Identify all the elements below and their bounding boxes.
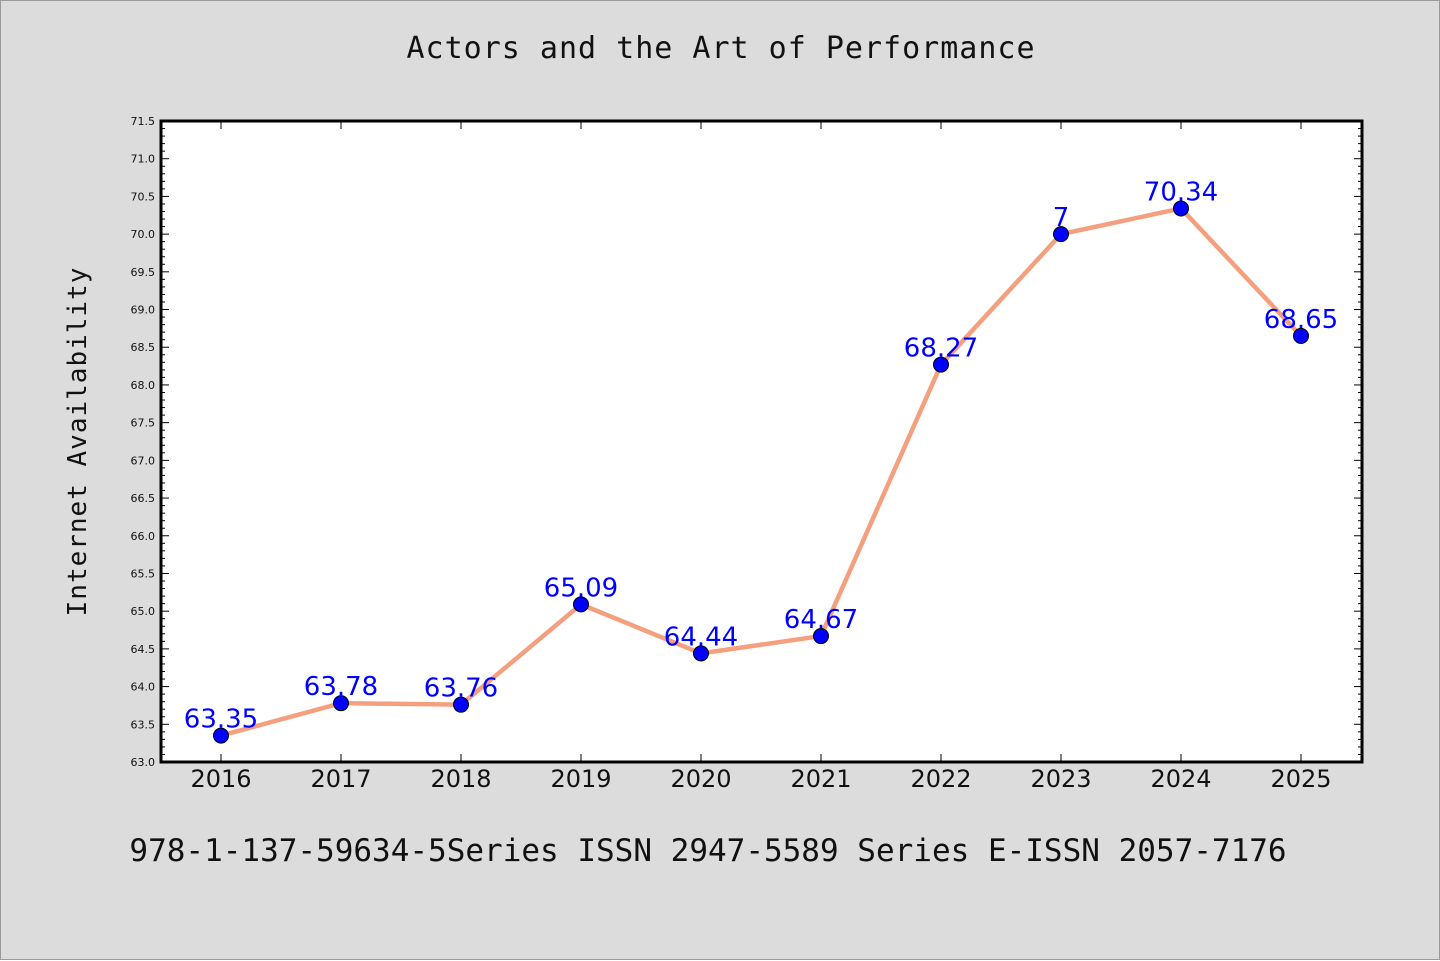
y-tick-label: 66.0 (131, 530, 156, 543)
data-point (933, 356, 949, 373)
x-tick-label: 2024 (1150, 765, 1211, 793)
data-label: 63.35 (184, 705, 258, 735)
data-point (333, 695, 349, 712)
y-tick-label: 69.0 (131, 304, 156, 317)
data-label: 65.09 (544, 573, 618, 603)
x-tick-label: 2017 (310, 765, 371, 793)
chart-title: Actors and the Art of Performance (406, 31, 1036, 66)
data-label: 7 (1053, 203, 1070, 233)
y-tick-label: 64.5 (131, 643, 156, 656)
y-tick-label: 63.0 (131, 756, 156, 769)
marker-group (213, 200, 1309, 744)
x-tick-label: 2023 (1030, 765, 1091, 793)
x-tick-label: 2018 (430, 765, 491, 793)
footer-isbn-issn: 978-1-137-59634-5Series ISSN 2947-5589 S… (129, 833, 1287, 869)
data-point (693, 645, 709, 662)
data-label: 64.44 (664, 622, 738, 652)
y-tick-label: 64.0 (131, 681, 156, 694)
data-point (1173, 200, 1189, 217)
y-tick-label: 67.5 (131, 417, 156, 430)
y-axis-label: Internet Availability (63, 267, 93, 617)
data-label: 68.65 (1264, 305, 1338, 335)
y-tick-label: 67.0 (131, 454, 156, 467)
x-tick-label: 2016 (190, 765, 251, 793)
y-tick-label: 71.5 (131, 115, 156, 128)
y-tick-label: 63.5 (131, 718, 156, 731)
data-point (213, 727, 229, 744)
data-label: 63.78 (304, 672, 378, 702)
y-tick-label: 69.5 (131, 266, 156, 279)
x-tick-label: 2021 (790, 765, 851, 793)
data-label: 63.76 (424, 674, 498, 704)
y-tick-label: 71.0 (131, 153, 156, 166)
y-tick-label: 65.5 (131, 567, 156, 580)
x-tick-label: 2020 (670, 765, 731, 793)
y-tick-label: 70.0 (131, 228, 156, 241)
series-group (218, 206, 1304, 738)
data-label: 68.27 (904, 334, 978, 364)
x-tick-label: 2019 (550, 765, 611, 793)
y-tick-label: 65.0 (131, 605, 156, 618)
data-label: 70.34 (1144, 177, 1218, 207)
y-tick-label: 66.5 (131, 492, 156, 505)
data-point (453, 696, 469, 713)
data-label: 64.67 (784, 605, 858, 635)
y-axis: 63.0 63.5 64.0 64.5 65.0 65.5 66.0 66.5 67.0 67.5… (131, 115, 1362, 769)
x-tick-label: 2025 (1270, 765, 1331, 793)
x-tick-label: 2022 (910, 765, 971, 793)
y-tick-label: 68.5 (131, 341, 156, 354)
y-tick-label: 68.0 (131, 379, 156, 392)
x-axis: 2016 2017 2018 2019 2020 2021 2022 2023 2024 2025 (190, 121, 1332, 793)
series-line (218, 206, 1304, 738)
plot-area (159, 119, 1364, 764)
data-point (1293, 327, 1309, 344)
data-point (573, 596, 589, 613)
data-point (1053, 226, 1069, 243)
data-point (813, 628, 829, 645)
data-label-group: 63.35 63.78 63.76 65.09 64.44 64.67 68.27 7 70.3… (184, 177, 1338, 734)
y-tick-label: 70.5 (131, 190, 156, 203)
